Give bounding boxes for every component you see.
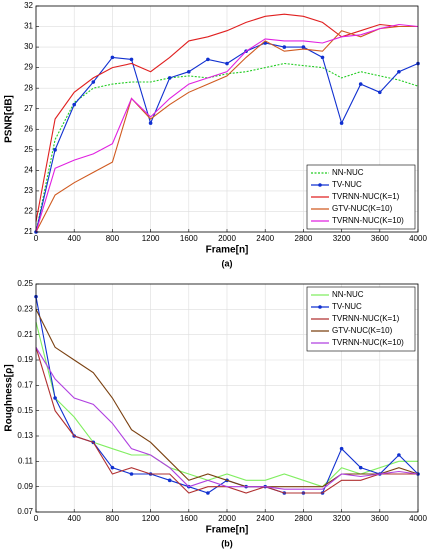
x-tick-label: 4000	[409, 514, 427, 523]
x-tick-label: 3200	[333, 514, 351, 523]
point	[167, 76, 172, 80]
point	[91, 80, 96, 84]
legend-label: GTV-NUC(K=10)	[332, 326, 393, 335]
legend-label: NN-NUC	[332, 290, 364, 299]
y-tick-label: 0.17	[17, 380, 33, 389]
point	[378, 90, 382, 95]
legend-label: TVRNN-NUC(K=1)	[332, 192, 400, 201]
point	[282, 45, 287, 49]
series-line	[35, 62, 419, 233]
y-tick-label: 22	[24, 207, 33, 216]
x-tick-label: 0	[34, 234, 39, 243]
series-line	[35, 309, 419, 488]
x-tick-label: 4000	[409, 234, 427, 243]
legend-label: TV-NUC	[332, 302, 362, 311]
x-tick-label: 1600	[180, 234, 198, 243]
x-tick-label: 2800	[295, 234, 313, 243]
x-tick-label: 400	[68, 514, 82, 523]
y-tick-label: 28	[24, 83, 33, 92]
x-tick-label: 800	[106, 514, 120, 523]
y-tick-label: 21	[24, 227, 33, 236]
y-tick-label: 23	[24, 186, 33, 195]
x-tick-label: 2400	[256, 514, 274, 523]
y-tick-label: 32	[24, 1, 33, 10]
y-tick-label: 0.21	[17, 330, 33, 339]
x-tick-label: 1200	[142, 234, 160, 243]
legend: NN-NUC TV-NUC TVRNN-NUC(K=1) GTV-NUC(K=10) T…	[306, 164, 416, 230]
point	[301, 45, 306, 49]
y-tick-label: 0.07	[17, 507, 33, 516]
point	[339, 121, 344, 125]
point	[320, 55, 325, 60]
point	[72, 102, 76, 107]
y-tick-label: 29	[24, 63, 33, 72]
x-axis-label: Frame[n]	[206, 525, 249, 536]
legend-marker	[318, 183, 322, 187]
y-axis-label: PSNR[dB]	[4, 95, 15, 143]
series-line	[35, 321, 418, 488]
x-tick-label: 1600	[180, 514, 198, 523]
x-tick-label: 1200	[142, 514, 160, 523]
point	[397, 453, 401, 457]
x-tick-label: 400	[68, 234, 82, 243]
legend-label: TVRNN-NUC(K=1)	[332, 314, 400, 323]
point	[187, 69, 191, 74]
legend-label: TVRNN-NUC(K=10)	[332, 216, 404, 225]
x-tick-label: 800	[106, 234, 120, 243]
x-tick-label: 2800	[295, 514, 313, 523]
y-tick-label: 31	[24, 22, 33, 31]
legend: NN-NUC TV-NUC TVRNN-NUC(K=1) GTV-NUC(K=10) T…	[306, 286, 416, 352]
y-tick-label: 25	[24, 145, 33, 154]
caption: (a)	[222, 258, 233, 268]
plot-frame	[35, 283, 419, 513]
plot-frame	[35, 5, 419, 233]
legend-label: GTV-NUC(K=10)	[332, 204, 393, 213]
y-tick-label: 0.25	[17, 279, 33, 288]
x-tick-label: 0	[34, 514, 39, 523]
x-tick-label: 2000	[218, 234, 236, 243]
series-line	[35, 13, 418, 222]
point	[339, 446, 344, 451]
x-tick-label: 2400	[256, 234, 274, 243]
y-tick-label: 0.15	[17, 406, 33, 415]
point	[206, 491, 210, 495]
x-tick-label: 3200	[333, 234, 351, 243]
series-line	[35, 23, 419, 233]
y-tick-label: 0.13	[17, 431, 33, 440]
y-tick-label: 0.09	[17, 482, 33, 491]
point	[53, 396, 57, 400]
point	[167, 478, 172, 483]
legend-label: TVRNN-NUC(K=10)	[332, 338, 404, 347]
legend-label: TV-NUC	[332, 180, 362, 189]
point	[129, 472, 134, 476]
x-tick-label: 3600	[371, 514, 389, 523]
point	[148, 121, 153, 125]
x-tick-label: 3600	[371, 234, 389, 243]
point	[225, 61, 229, 66]
x-axis-label: Frame[n]	[206, 245, 249, 256]
y-tick-label: 26	[24, 124, 33, 133]
y-tick-label: 0.11	[18, 456, 34, 465]
legend-label: NN-NUC	[332, 168, 364, 177]
point	[358, 82, 363, 86]
point	[53, 148, 57, 152]
y-tick-label: 30	[24, 42, 33, 51]
y-tick-label: 0.23	[17, 304, 33, 313]
y-tick-label: 0.19	[17, 355, 33, 364]
point	[110, 55, 115, 60]
point	[397, 69, 401, 74]
y-tick-label: 24	[24, 165, 33, 174]
x-tick-label: 2000	[218, 514, 236, 523]
point	[110, 465, 115, 470]
caption: (b)	[221, 538, 233, 548]
series-line	[35, 25, 418, 233]
series-line	[35, 347, 419, 490]
point	[129, 57, 134, 62]
point	[358, 465, 363, 470]
y-axis-label: Roughness[ρ]	[4, 364, 15, 431]
point	[206, 57, 210, 62]
legend-marker	[318, 305, 322, 309]
y-tick-label: 27	[24, 104, 33, 113]
